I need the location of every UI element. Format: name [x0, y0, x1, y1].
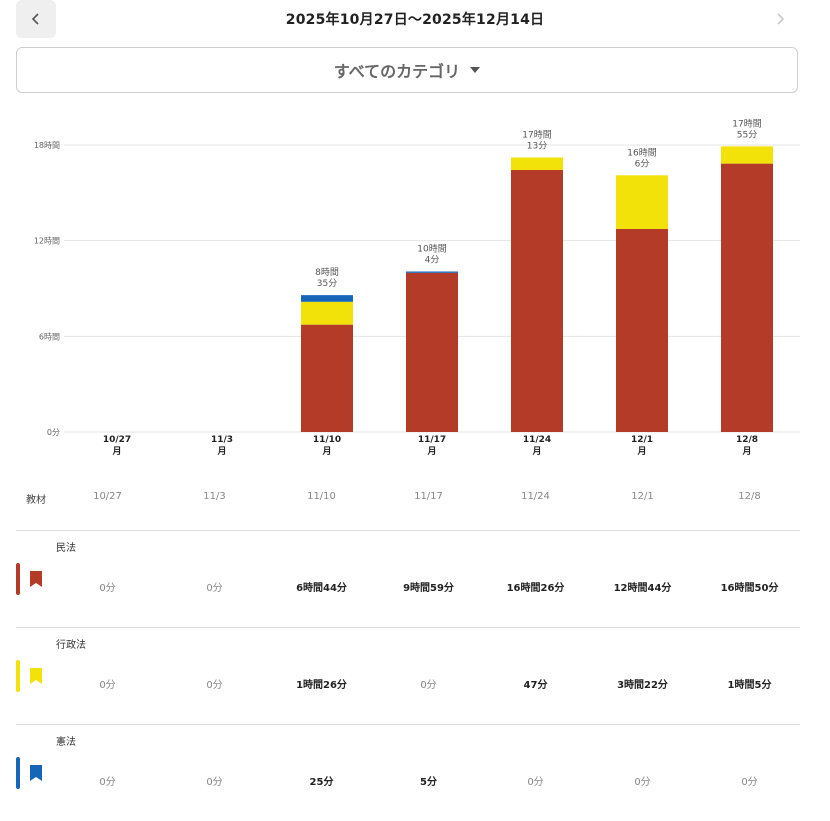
bar-segment: [721, 163, 773, 432]
bar-segment: [406, 271, 458, 273]
x-weekday-label: 月: [321, 446, 331, 457]
bar-segment: [301, 301, 353, 325]
chevron-left-icon: [31, 13, 39, 25]
x-weekday-label: 月: [531, 446, 541, 457]
study-time-cell: 0分: [99, 777, 116, 788]
study-time-cell: 0分: [99, 583, 116, 594]
subject-color-bar: [16, 660, 20, 692]
x-tick-label: 12/8: [736, 435, 758, 445]
bar-segment: [721, 146, 773, 164]
table-row: 憲法 0分 0分 25分 5分 0分 0分 0分: [16, 725, 800, 821]
x-tick-label: 11/3: [211, 435, 233, 445]
study-time-cell: 25分: [309, 777, 334, 788]
bar-total-label: 8時間: [315, 267, 339, 278]
category-select-label: すべてのカテゴリ: [333, 62, 461, 81]
table-row: 民法 0分 0分 6時間44分 9時間59分 16時間26分 12時間44分 16時間50分: [16, 531, 800, 628]
y-tick-label: 6時間: [39, 332, 60, 341]
bar-total-label: 17時間: [522, 130, 551, 141]
table-header-date: 11/17: [414, 491, 443, 502]
study-time-table: 教材 10/27 11/3 11/10 11/17 11/24 12/1 12/8 民法 0分…: [16, 482, 800, 821]
study-time-cell: 0分: [206, 583, 223, 594]
study-time-cell: 3時間22分: [617, 680, 668, 691]
x-weekday-label: 月: [636, 446, 646, 457]
study-time-cell: 0分: [527, 777, 544, 788]
y-tick-label: 0分: [47, 428, 60, 437]
x-tick-label: 11/17: [418, 435, 446, 445]
study-time-cell: 0分: [206, 680, 223, 691]
study-time-cell: 9時間59分: [403, 583, 454, 594]
subject-color-bar: [16, 757, 20, 789]
bar-total-label: 10時間: [417, 244, 446, 255]
chart-svg: 0分6時間12時間18時間10/27月11/3月8時間35分11/10月10時間…: [34, 118, 800, 457]
bar-total-label: 55分: [737, 129, 757, 140]
study-time-cell: 0分: [634, 777, 651, 788]
subject-name: 行政法: [56, 640, 86, 651]
table-header-date: 12/1: [631, 491, 654, 502]
study-time-cell: 0分: [741, 777, 758, 788]
study-time-cell: 12時間44分: [613, 583, 672, 594]
x-tick-label: 10/27: [103, 435, 131, 445]
study-time-cell: 16時間26分: [506, 583, 565, 594]
study-time-cell: 5分: [420, 777, 437, 788]
bookmark-icon: [30, 571, 42, 587]
bar-segment: [301, 295, 353, 302]
prev-period-button[interactable]: [16, 0, 56, 38]
bookmark-icon: [30, 668, 42, 684]
x-weekday-label: 月: [111, 446, 121, 457]
date-range-title: 2025年10月27日〜2025年12月14日: [285, 12, 545, 28]
study-time-cell: 6時間44分: [296, 583, 347, 594]
y-tick-label: 18時間: [34, 141, 60, 150]
category-select[interactable]: すべてのカテゴリ: [16, 47, 798, 93]
table-header-row: 教材 10/27 11/3 11/10 11/17 11/24 12/1 12/8: [16, 482, 800, 531]
study-time-cell: 1時間26分: [296, 680, 347, 691]
subject-name: 憲法: [56, 737, 76, 748]
y-tick-label: 12時間: [34, 237, 60, 246]
bar-total-label: 35分: [317, 278, 337, 289]
subject-color-bar: [16, 563, 20, 595]
weekly-study-chart: 0分 6時間 12時間 18時間 10/27 月 11/3 月 8時間 35分 11/10 月 10時間…: [0, 108, 830, 468]
x-weekday-label: 月: [741, 446, 751, 457]
bar-segment: [301, 324, 353, 432]
header: 2025年10月27日〜2025年12月14日: [0, 0, 830, 40]
bar-total-label: 13分: [527, 141, 547, 152]
bar-total-label: 17時間: [732, 118, 761, 129]
study-time-cell: 0分: [206, 777, 223, 788]
table-header-date: 10/27: [93, 491, 122, 502]
x-tick-label: 11/10: [313, 435, 341, 445]
bar-segment: [511, 169, 563, 433]
study-time-cell: 0分: [99, 680, 116, 691]
bar-total-label: 4分: [425, 255, 440, 266]
bar-segment: [616, 175, 668, 229]
study-time-cell: 16時間50分: [720, 583, 779, 594]
bar-total-label: 6分: [635, 158, 650, 169]
x-weekday-label: 月: [216, 446, 226, 457]
x-tick-label: 11/24: [523, 435, 551, 445]
bar-total-label: 16時間: [627, 147, 656, 158]
x-tick-label: 12/1: [631, 435, 653, 445]
study-time-cell: 0分: [420, 680, 437, 691]
x-weekday-label: 月: [426, 446, 436, 457]
bar-segment: [406, 272, 458, 432]
study-time-cell: 47分: [523, 680, 548, 691]
bar-segment: [616, 228, 668, 432]
table-header-date: 12/8: [738, 491, 761, 502]
caret-down-icon: [470, 67, 481, 73]
table-header-date: 11/3: [203, 491, 226, 502]
table-header-date: 11/24: [521, 491, 550, 502]
subject-name: 民法: [56, 543, 76, 554]
bookmark-icon: [30, 765, 42, 781]
study-time-cell: 1時間5分: [727, 680, 772, 691]
bar-segment: [511, 157, 563, 170]
chevron-right-icon: [777, 13, 785, 25]
table-header-label: 教材: [26, 495, 46, 506]
table-row: 行政法 0分 0分 1時間26分 0分 47分 3時間22分 1時間5分: [16, 628, 800, 725]
next-period-button[interactable]: [760, 0, 800, 38]
table-header-date: 11/10: [307, 491, 336, 502]
